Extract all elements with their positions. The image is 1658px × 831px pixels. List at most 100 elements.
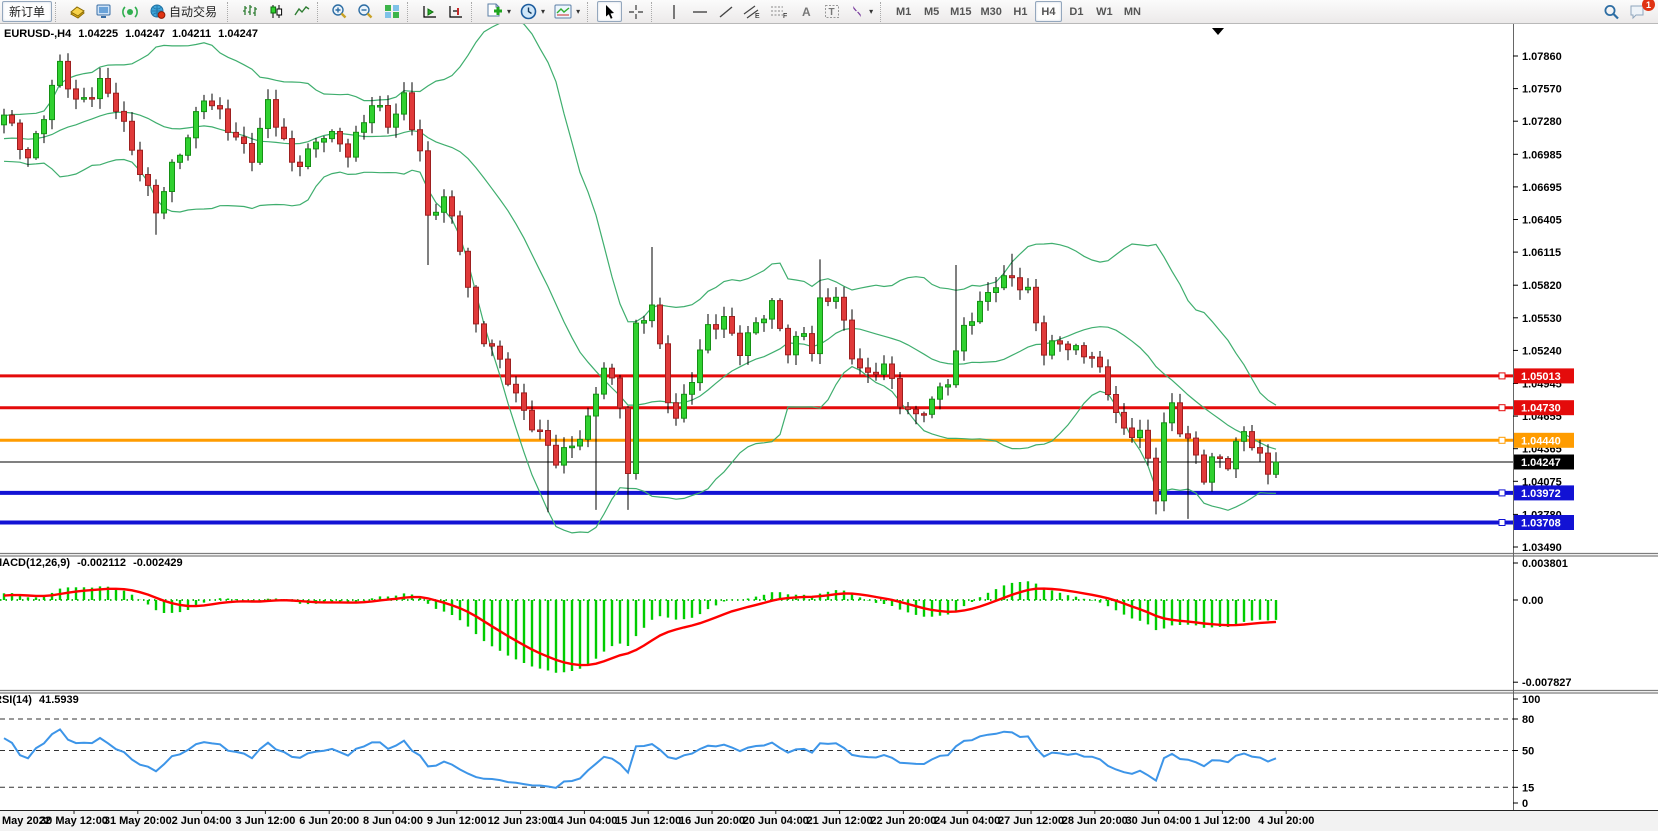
price-level-badge xyxy=(1514,485,1574,501)
chart-open-value: 1.04225 xyxy=(78,28,119,40)
price-tick-label: 1.06695 xyxy=(1522,182,1562,194)
line-endpoint-handle[interactable] xyxy=(1498,372,1506,380)
bollinger-bands xyxy=(3,24,1277,534)
time-axis-label: 15 Jun 12:00 xyxy=(615,815,681,827)
cursor-icon xyxy=(605,4,614,19)
rsi-label: RSI(14) 41.5939 xyxy=(0,694,83,706)
template-button[interactable]: ▾ xyxy=(550,1,584,22)
price-tick-label: 1.05820 xyxy=(1522,280,1562,292)
svg-text:1.04440: 1.04440 xyxy=(1521,435,1561,447)
time-axis-strip[interactable] xyxy=(0,811,1658,831)
line-endpoint-handle[interactable] xyxy=(1498,489,1506,497)
chart-shift-button[interactable] xyxy=(443,1,468,22)
price-tick-label: 1.04075 xyxy=(1522,476,1562,488)
timeframe-d1[interactable]: D1 xyxy=(1069,5,1084,18)
crosshair-tool-button[interactable] xyxy=(623,1,648,22)
zoom-in-button[interactable] xyxy=(327,1,352,22)
search-button[interactable] xyxy=(1599,1,1624,22)
time-axis-label: 24 Jun 04:00 xyxy=(934,815,1000,827)
fibonacci-tool-button[interactable]: F xyxy=(766,1,792,22)
line-endpoint-handle[interactable] xyxy=(1498,404,1506,412)
toolbar-separator xyxy=(55,1,62,22)
new-chart-button[interactable]: ▾ xyxy=(481,1,515,22)
line-endpoint-handle[interactable] xyxy=(1498,436,1506,444)
price-tick-label: 1.05240 xyxy=(1522,345,1562,357)
timeframe-w1[interactable]: W1 xyxy=(1096,5,1113,18)
autotrading-label: 自动交易 xyxy=(169,5,218,19)
timeframe-h4[interactable]: H4 xyxy=(1034,1,1062,22)
cursor-tool-button[interactable] xyxy=(597,1,623,22)
orders-icon xyxy=(70,5,85,19)
time-axis-label: 9 Jun 12:00 xyxy=(427,815,487,827)
rsi-tick-label: 0 xyxy=(1522,798,1528,810)
new-order-button[interactable]: 新订单 xyxy=(2,1,53,22)
line-endpoint-handle[interactable] xyxy=(1498,519,1506,526)
macd-tick-label: 0.00 xyxy=(1522,595,1543,607)
time-axis-label: 21 Jun 12:00 xyxy=(807,815,873,827)
chart-high-value: 1.04247 xyxy=(125,28,165,40)
timeframe-m15[interactable]: M15 xyxy=(950,5,972,18)
fibonacci-icon: F xyxy=(771,6,787,19)
time-axis-label: 2 Jun 04:00 xyxy=(172,815,232,827)
svg-text:1.03972: 1.03972 xyxy=(1521,488,1561,500)
candlestick-chart-icon xyxy=(270,5,282,18)
toolbar-separator xyxy=(471,1,478,22)
auto-scroll-icon xyxy=(423,5,437,18)
rsi-indicator-name: RSI(14) xyxy=(0,694,32,706)
tile-windows-button[interactable] xyxy=(379,1,404,22)
metaeditor-icon xyxy=(96,4,111,18)
macd-signal-value: -0.002429 xyxy=(133,557,183,569)
line-chart-icon xyxy=(293,6,309,16)
macd-tick-label: 0.003801 xyxy=(1522,558,1568,570)
metaeditor-button[interactable] xyxy=(91,1,116,22)
timeframe-h1[interactable]: H1 xyxy=(1013,5,1028,18)
notifications-button[interactable]: 1 xyxy=(1625,0,1655,22)
period-button[interactable]: ▾ xyxy=(516,1,549,22)
signals-button[interactable] xyxy=(117,1,142,22)
dropdown-arrow-icon: ▾ xyxy=(541,7,546,16)
autotrading-button[interactable]: 自动交易 xyxy=(143,1,224,22)
macd-indicator-name: MACD(12,26,9) xyxy=(0,557,71,569)
search-icon xyxy=(1604,4,1619,19)
price-level-badge xyxy=(1514,454,1574,470)
macd-main-value: -0.002112 xyxy=(77,557,127,569)
timeframe-m30[interactable]: M30 xyxy=(980,5,1002,18)
price-level-badge xyxy=(1514,400,1574,416)
label-tool-button[interactable]: T xyxy=(819,1,844,22)
candlestick-mode-button[interactable] xyxy=(263,1,288,22)
chart-low-value: 1.04211 xyxy=(171,28,212,40)
auto-scroll-button[interactable] xyxy=(417,1,442,22)
time-axis-label: 12 Jun 23:00 xyxy=(488,815,554,827)
bar-chart-icon xyxy=(242,5,257,16)
timeframe-group: M1 M5 M15 M30 H1 H4 D1 W1 MN xyxy=(890,1,1146,22)
text-tool-button[interactable]: A xyxy=(793,1,818,22)
svg-text:1.03708: 1.03708 xyxy=(1521,518,1561,530)
orders-button[interactable] xyxy=(65,1,90,22)
autotrading-icon xyxy=(150,4,166,19)
line-chart-mode-button[interactable] xyxy=(289,1,314,22)
time-axis-label: 1 Jul 12:00 xyxy=(1194,815,1250,827)
chart-background xyxy=(0,24,1658,831)
timeframe-m5[interactable]: M5 xyxy=(923,5,940,18)
price-tick-label: 1.06985 xyxy=(1522,149,1562,161)
timeframe-m1[interactable]: M1 xyxy=(895,5,912,18)
horizontal-line-tool-button[interactable] xyxy=(687,1,712,22)
zoom-out-button[interactable] xyxy=(353,1,378,22)
timeframe-mn[interactable]: MN xyxy=(1123,5,1141,18)
bar-chart-mode-button[interactable] xyxy=(237,1,262,22)
rsi-tick-label: 80 xyxy=(1522,714,1534,726)
macd-label: MACD(12,26,9) -0.002112 -0.002429 xyxy=(0,557,187,569)
chart-shift-marker[interactable] xyxy=(1212,28,1224,35)
arrows-tool-button[interactable]: ▾ xyxy=(845,1,877,22)
time-axis-label: 28 Jun 20:00 xyxy=(1062,815,1128,827)
channel-tool-button[interactable]: E xyxy=(739,1,765,22)
vertical-line-tool-button[interactable] xyxy=(661,1,686,22)
notification-badge: 1 xyxy=(1642,0,1655,11)
macd-tick-label: -0.007827 xyxy=(1522,677,1572,689)
trendline-tool-button[interactable] xyxy=(713,1,738,22)
price-level-badge xyxy=(1514,515,1574,530)
time-axis-label: 27 Jun 12:00 xyxy=(998,815,1064,827)
rsi-value: 41.5939 xyxy=(38,694,79,706)
crosshair-icon xyxy=(628,4,643,19)
